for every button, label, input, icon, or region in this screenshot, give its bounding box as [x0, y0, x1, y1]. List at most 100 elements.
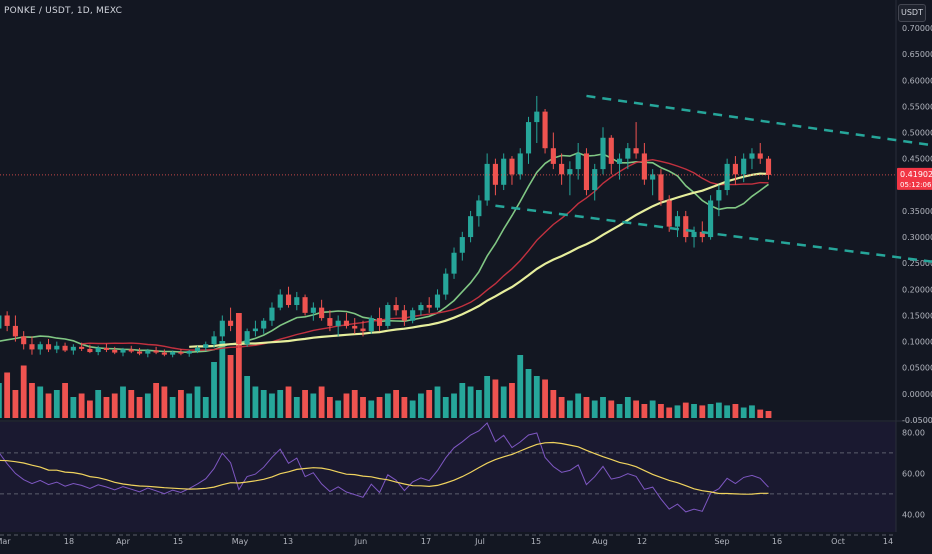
price-tick-label: 0.30000: [902, 233, 932, 242]
time-tick-label: 12: [637, 537, 647, 546]
time-tick-label: 15: [173, 537, 183, 546]
volume-bar: [525, 369, 532, 418]
candle-body: [112, 349, 118, 353]
candle-body: [95, 347, 101, 353]
candle-body: [691, 231, 697, 238]
time-tick-label: Aug: [592, 537, 608, 546]
time-tick-label: Apr: [116, 537, 131, 546]
volume-bar: [484, 376, 491, 418]
candle-body: [492, 163, 498, 185]
candle-body: [236, 325, 242, 345]
volume-bar: [740, 407, 747, 418]
volume-bar: [360, 397, 366, 418]
candle-body: [600, 137, 606, 170]
candle-body: [368, 318, 374, 332]
candle-body: [749, 153, 755, 159]
candle-body: [724, 163, 730, 191]
candle-body: [186, 351, 192, 354]
volume-bar: [244, 376, 251, 418]
volume-bar: [78, 393, 85, 418]
candle-body: [426, 305, 432, 308]
symbol-header: PONKE / USDT, 1D, MEXC: [4, 6, 123, 16]
candle-body: [484, 163, 490, 201]
volume-bar: [0, 383, 2, 418]
volume-bar: [459, 383, 466, 418]
candle-body: [757, 153, 763, 159]
candle-body: [501, 158, 507, 185]
last-price-value: 0.41902: [900, 170, 932, 179]
rsi-line: [0, 422, 769, 513]
candle-body: [633, 148, 639, 154]
candle-body: [45, 344, 52, 350]
volume-bar: [691, 404, 697, 418]
volume-bar: [219, 341, 226, 418]
candle-body: [211, 336, 217, 345]
volume-bar: [4, 372, 11, 418]
volume-bar: [161, 386, 168, 418]
price-tick-label: 0.55000: [902, 102, 932, 111]
candle-body: [443, 273, 449, 295]
volume-bar: [277, 390, 284, 418]
candle-body: [310, 307, 316, 313]
time-tick-label: 17: [421, 537, 431, 546]
candle-body: [699, 231, 705, 238]
candle-body: [732, 163, 738, 175]
candle-body: [575, 153, 581, 170]
volume-bar: [29, 383, 35, 418]
currency-button[interactable]: USDT: [898, 4, 926, 22]
candle-body: [459, 237, 465, 253]
candle-body: [203, 344, 209, 348]
candle-body: [765, 158, 772, 175]
volume-bar: [575, 393, 582, 418]
candle-body: [335, 320, 341, 326]
candle-body: [608, 137, 614, 164]
volume-bar: [426, 390, 433, 418]
candle-body: [360, 328, 366, 332]
candle-body: [219, 320, 225, 337]
volume-bar: [608, 400, 615, 418]
candle-body: [376, 318, 383, 326]
candle-body: [21, 336, 27, 345]
time-tick-label: 15: [531, 537, 541, 546]
candle-body: [583, 153, 590, 191]
candle-body: [294, 297, 300, 306]
time-tick-label: Sep: [714, 537, 729, 546]
candle-body: [650, 174, 656, 180]
candle-body: [87, 348, 93, 353]
volume-bar: [343, 393, 350, 418]
volume-bar: [87, 400, 93, 418]
candle-body: [4, 315, 10, 326]
volume-bar: [674, 405, 681, 418]
volume-bar: [144, 393, 151, 418]
candle-body: [12, 325, 18, 337]
volume-bar: [211, 362, 217, 418]
candle-body: [616, 158, 623, 164]
volume-bar: [62, 383, 68, 418]
candle-body: [161, 352, 167, 355]
candle-body: [525, 122, 532, 154]
candle-body: [641, 153, 647, 180]
volume-bar: [393, 390, 399, 418]
volume-bar: [418, 393, 424, 418]
price-tick-label: -0.05000: [902, 416, 932, 425]
candle-body: [418, 305, 424, 311]
volume-bar: [658, 404, 664, 418]
candle-body: [434, 294, 441, 308]
volume-bar: [600, 397, 606, 418]
volume-bar: [749, 405, 755, 418]
last-price-countdown: 05:12:06: [900, 181, 932, 189]
candle-body: [410, 310, 416, 321]
price-tick-label: 0.10000: [902, 338, 932, 347]
price-tick-label: 0.20000: [902, 285, 932, 294]
candle-body: [741, 158, 747, 175]
rsi-tick-label: 80.00: [902, 428, 925, 437]
candle-body: [683, 216, 689, 238]
volume-bar: [765, 411, 772, 418]
time-tick-label: 16: [772, 537, 782, 546]
volume-bar: [451, 393, 457, 418]
volume-bar: [310, 393, 317, 418]
ma-slow-line: [189, 172, 769, 348]
candle-body: [352, 325, 358, 329]
